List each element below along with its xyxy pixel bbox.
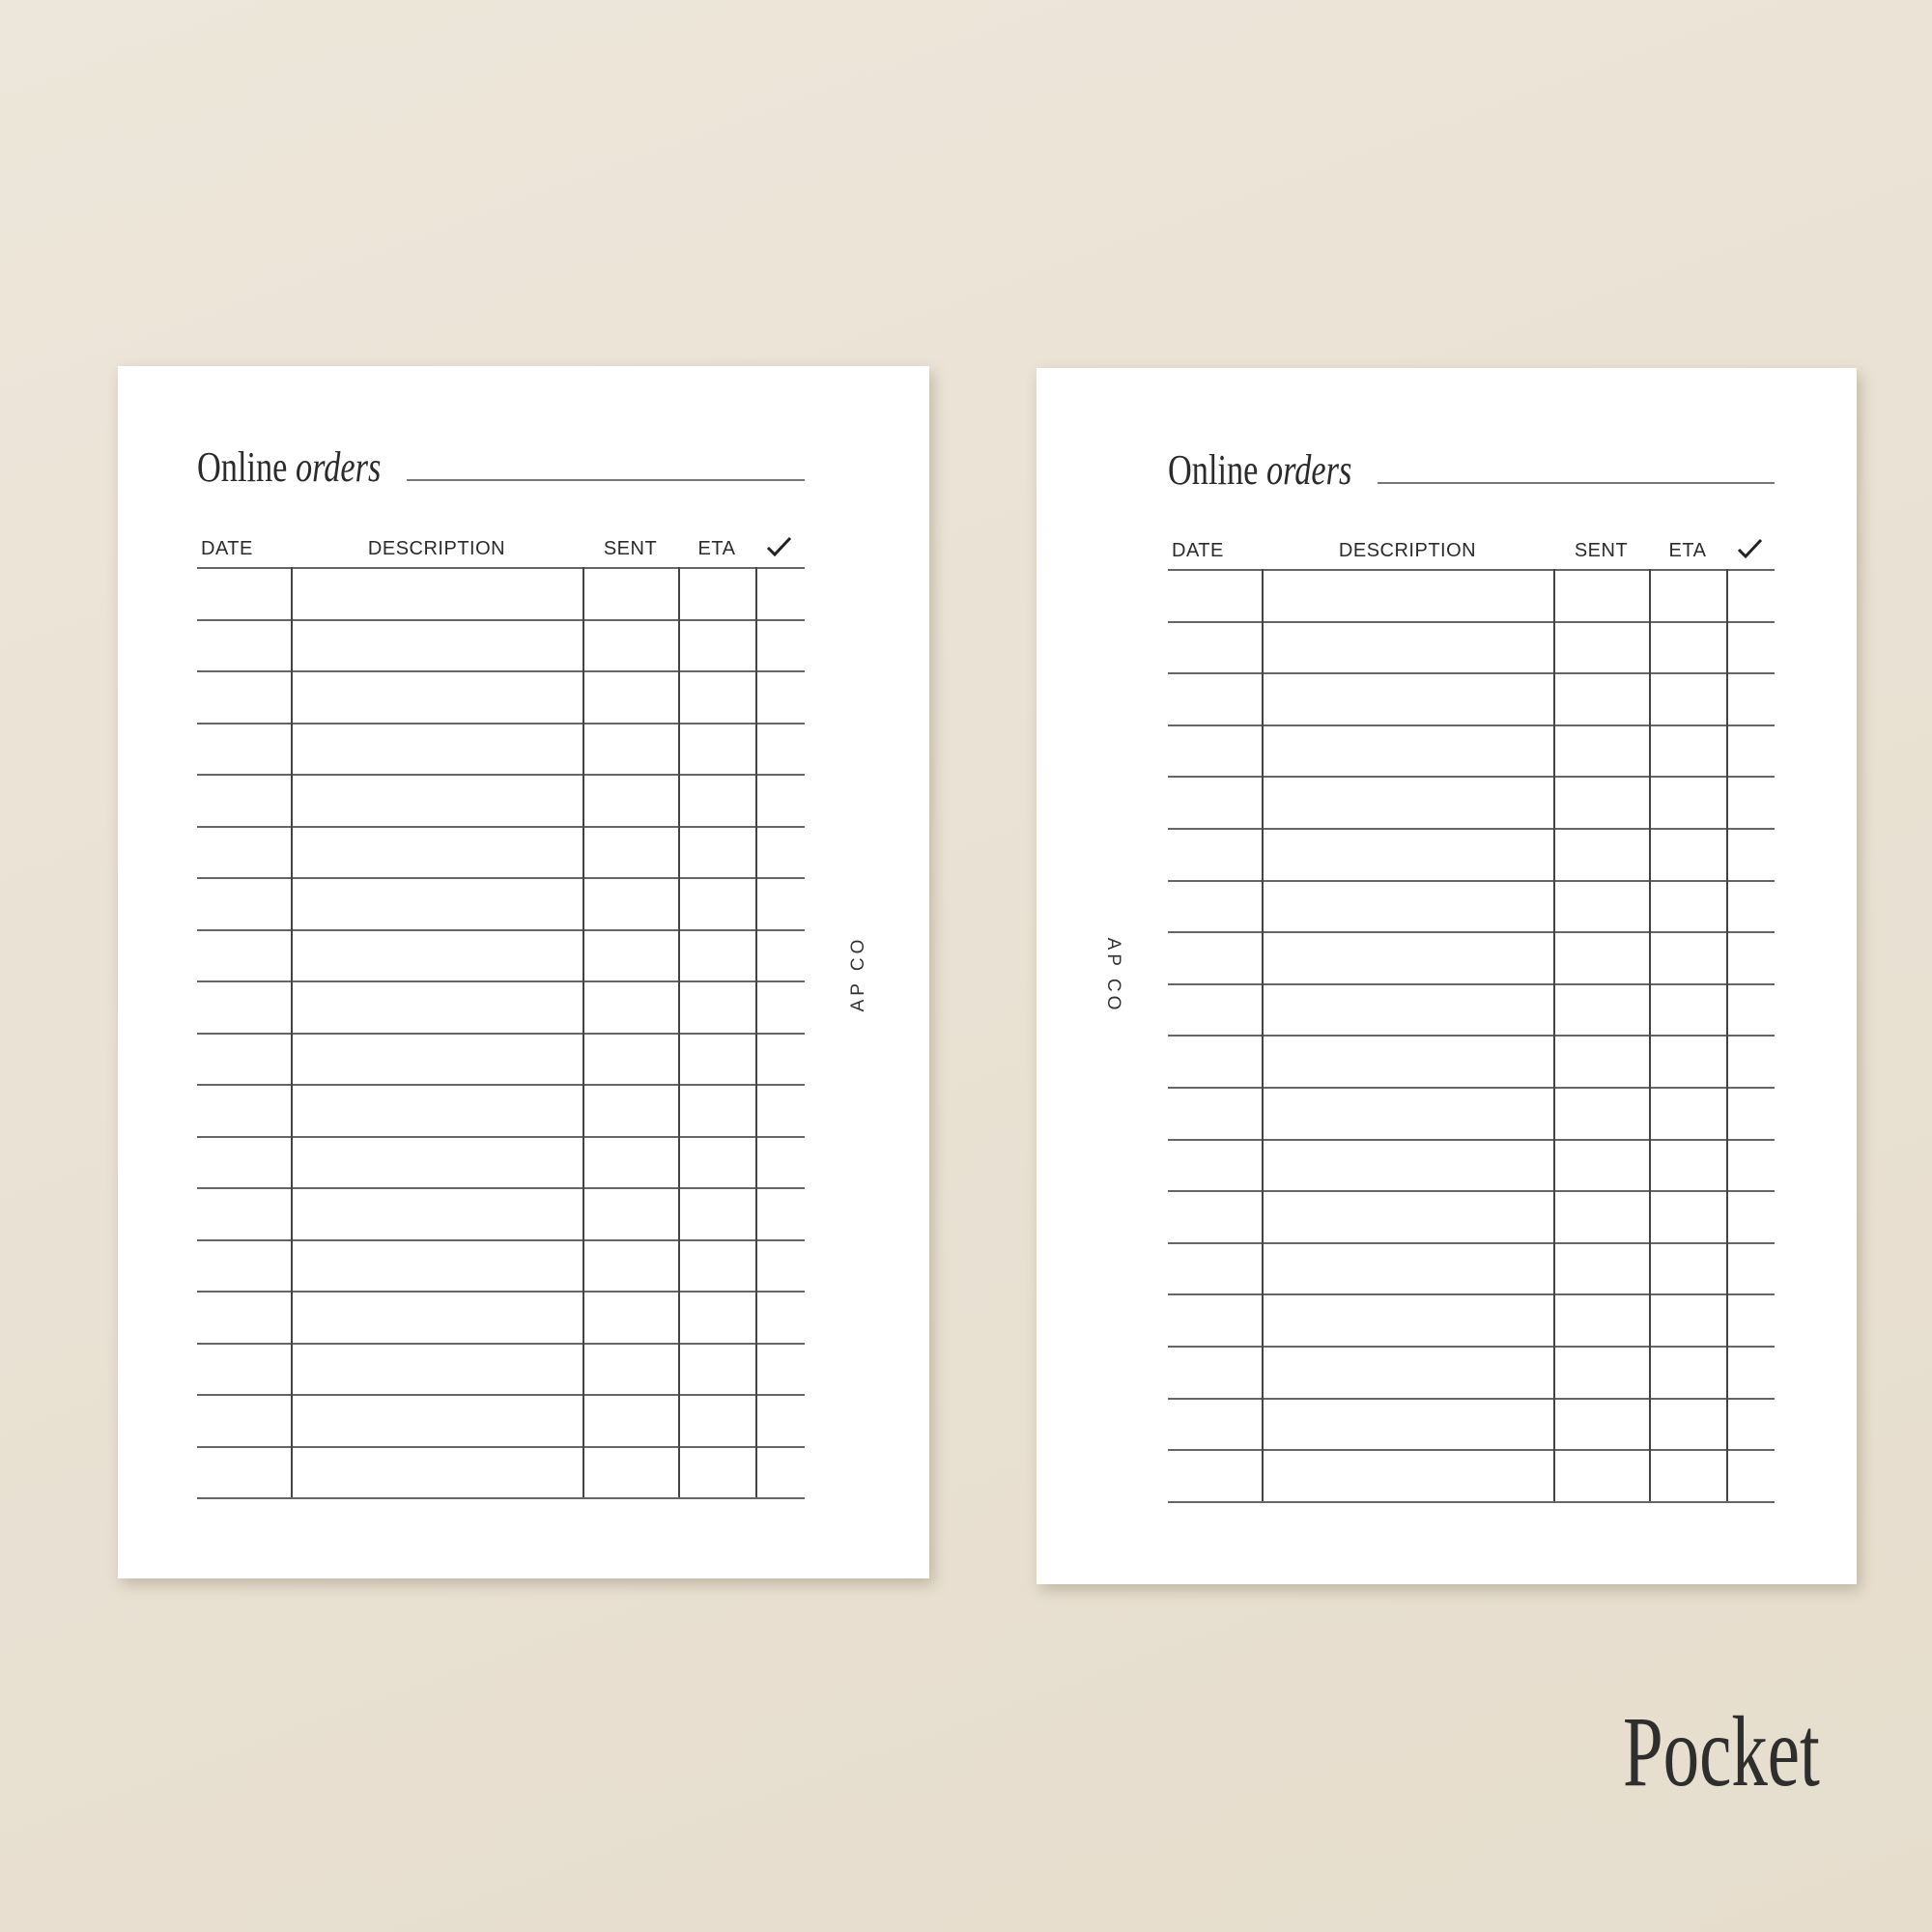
row-line: [197, 618, 805, 621]
title-underline: [1378, 482, 1775, 484]
row-line: [1168, 776, 1775, 779]
row-line: [197, 1084, 805, 1086]
row-line: [1168, 1397, 1775, 1400]
row-line: [197, 825, 805, 828]
row-line: [197, 877, 805, 879]
row-line: [197, 567, 805, 569]
row-line: [197, 1445, 805, 1448]
row-line: [1168, 828, 1775, 830]
row-line: [197, 928, 805, 931]
row-line: [1168, 1293, 1775, 1296]
column-divider: [678, 567, 680, 1497]
row-line: [197, 980, 805, 982]
title-regular: Online: [1168, 446, 1259, 494]
row-line: [1168, 569, 1775, 571]
brand-mark: AP CO: [848, 935, 868, 1012]
column-divider: [582, 567, 584, 1497]
column-header-sent: SENT: [1574, 540, 1629, 561]
row-line: [1168, 1449, 1775, 1452]
checkmark-icon: [763, 532, 796, 561]
column-divider: [1262, 569, 1264, 1501]
row-line: [197, 1135, 805, 1138]
column-divider: [1726, 569, 1728, 1501]
title-italic: orders: [295, 443, 382, 491]
column-header-eta: ETA: [1668, 540, 1707, 561]
column-header-description: DESCRIPTION: [1338, 540, 1477, 561]
column-divider: [1649, 569, 1651, 1501]
column-divider: [291, 567, 293, 1497]
row-line: [197, 1394, 805, 1396]
column-divider: [1553, 569, 1555, 1501]
row-line: [197, 1032, 805, 1035]
brand-mark: AP CO: [1103, 937, 1123, 1014]
row-line: [1168, 1346, 1775, 1348]
row-line: [1168, 1241, 1775, 1244]
row-line: [197, 670, 805, 672]
row-line: [1168, 1138, 1775, 1141]
row-line: [1168, 1190, 1775, 1193]
checkmark-icon: [1734, 534, 1767, 563]
title-italic: orders: [1265, 446, 1352, 494]
row-line: [197, 722, 805, 724]
page-title: Online orders: [1168, 449, 1351, 492]
row-line: [1168, 931, 1775, 934]
row-line: [1168, 620, 1775, 623]
size-label: Pocket: [1623, 1696, 1820, 1807]
column-header-sent: SENT: [603, 538, 658, 559]
row-line: [197, 1497, 805, 1499]
row-line: [1168, 982, 1775, 985]
row-line: [197, 1238, 805, 1241]
page-title: Online orders: [197, 446, 381, 489]
row-line: [197, 1187, 805, 1189]
column-divider: [755, 567, 757, 1497]
column-header-description: DESCRIPTION: [367, 538, 506, 559]
row-line: [1168, 724, 1775, 726]
row-line: [1168, 1087, 1775, 1089]
row-line: [1168, 1035, 1775, 1037]
column-header-date: DATE: [1172, 540, 1224, 561]
row-line: [1168, 879, 1775, 882]
row-line: [197, 774, 805, 776]
column-header-date: DATE: [201, 538, 253, 559]
row-line: [197, 1291, 805, 1293]
column-header-eta: ETA: [697, 538, 736, 559]
row-line: [197, 1342, 805, 1345]
title-underline: [407, 479, 805, 481]
row-line: [1168, 1500, 1775, 1503]
title-regular: Online: [197, 443, 288, 491]
row-line: [1168, 672, 1775, 675]
